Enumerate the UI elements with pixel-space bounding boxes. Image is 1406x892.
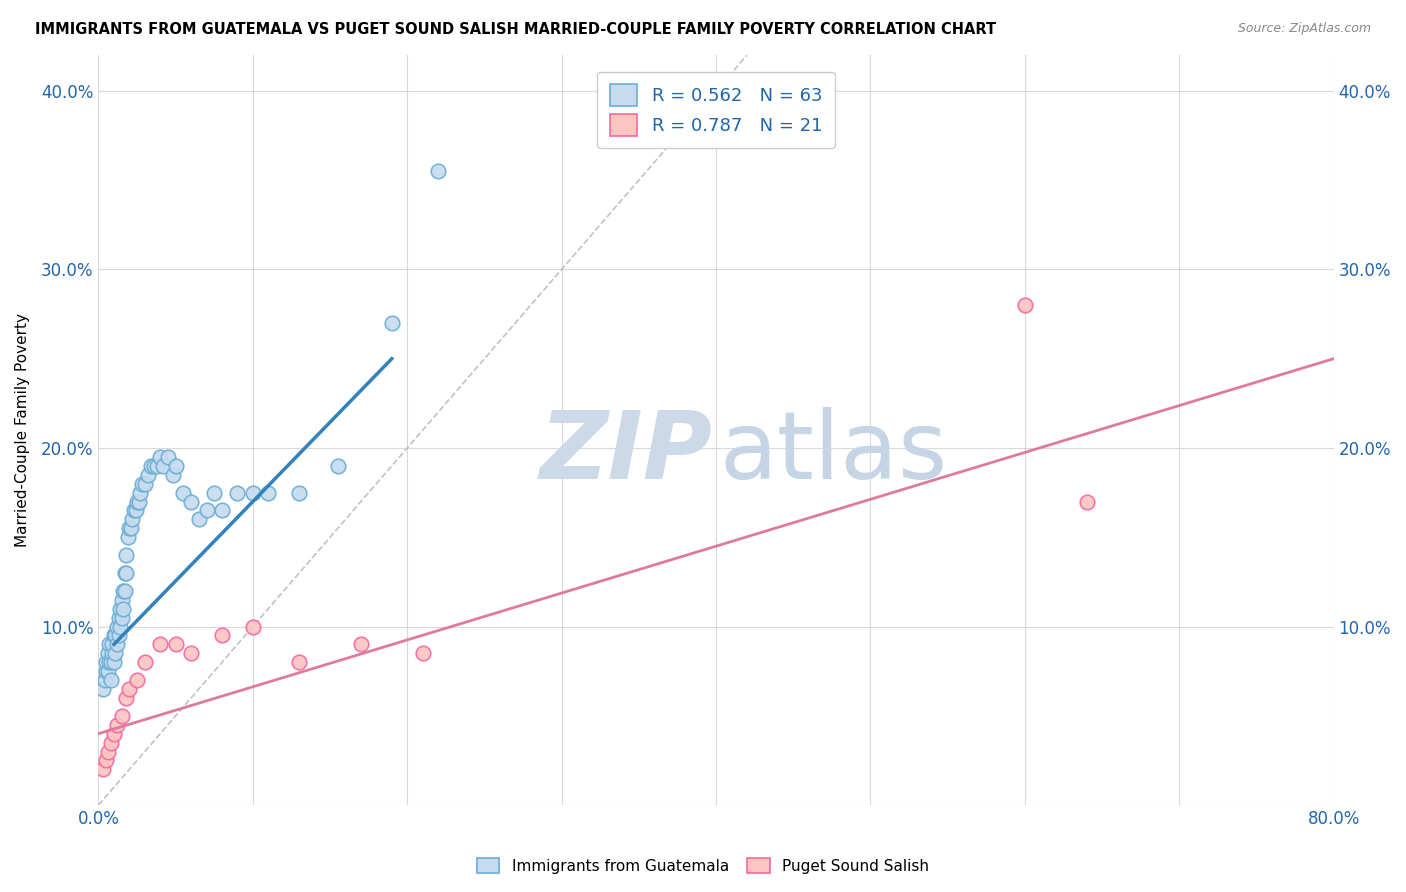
Point (112, 583, 135, 598)
Point (111, 610, 134, 624)
Point (136, 467, 159, 482)
Point (149, 450, 172, 464)
Point (122, 503, 145, 517)
Point (350, 637, 373, 651)
Point (115, 566, 138, 580)
Point (1014, 298, 1036, 312)
Point (381, 316, 404, 330)
Point (101, 637, 124, 651)
Point (180, 494, 202, 508)
Point (111, 708, 134, 723)
Point (98, 637, 121, 651)
Point (103, 726, 125, 740)
Point (108, 619, 131, 633)
Point (180, 646, 202, 660)
Point (100, 655, 122, 669)
Point (96, 754, 118, 768)
Point (143, 458, 166, 473)
Point (242, 485, 264, 500)
Point (156, 450, 179, 464)
Point (172, 485, 194, 500)
Point (165, 637, 187, 651)
Text: ZIP: ZIP (540, 407, 713, 499)
Point (100, 673, 122, 687)
Point (412, 646, 434, 660)
Point (103, 655, 125, 669)
Point (146, 458, 169, 473)
Point (103, 628, 125, 642)
Point (427, 164, 450, 178)
Point (107, 610, 129, 624)
Point (211, 503, 233, 517)
Point (112, 601, 135, 615)
Point (105, 619, 128, 633)
Point (226, 485, 249, 500)
Text: IMMIGRANTS FROM GUATEMALA VS PUGET SOUND SALISH MARRIED-COUPLE FAMILY POVERTY CO: IMMIGRANTS FROM GUATEMALA VS PUGET SOUND… (35, 22, 997, 37)
Point (202, 485, 225, 500)
Point (121, 512, 143, 526)
Point (139, 458, 162, 473)
Point (149, 637, 172, 651)
Point (115, 548, 138, 562)
Point (195, 503, 218, 517)
Point (125, 494, 148, 508)
Point (114, 583, 136, 598)
Point (107, 628, 129, 642)
Point (91, 763, 114, 777)
Point (114, 566, 136, 580)
Point (111, 592, 134, 607)
Point (129, 485, 152, 500)
Point (97, 745, 120, 759)
Point (91, 681, 114, 696)
Point (211, 628, 233, 642)
Point (152, 458, 174, 473)
Legend: R = 0.562   N = 63, R = 0.787   N = 21: R = 0.562 N = 63, R = 0.787 N = 21 (598, 71, 835, 148)
Point (96, 655, 118, 669)
Y-axis label: Married-Couple Family Poverty: Married-Couple Family Poverty (15, 313, 30, 547)
Point (104, 646, 127, 660)
Point (326, 458, 349, 473)
Legend: Immigrants from Guatemala, Puget Sound Salish: Immigrants from Guatemala, Puget Sound S… (471, 852, 935, 880)
Point (108, 601, 131, 615)
Point (134, 655, 156, 669)
Text: Source: ZipAtlas.com: Source: ZipAtlas.com (1237, 22, 1371, 36)
Point (165, 458, 187, 473)
Point (118, 681, 141, 696)
Point (162, 467, 184, 482)
Point (1076, 494, 1098, 508)
Point (98, 655, 121, 669)
Point (131, 476, 153, 491)
Point (105, 637, 128, 651)
Point (134, 476, 156, 491)
Point (96, 664, 118, 678)
Text: atlas: atlas (720, 407, 948, 499)
Point (257, 485, 280, 500)
Point (242, 619, 264, 633)
Point (124, 503, 146, 517)
Point (97, 664, 120, 678)
Point (118, 521, 141, 535)
Point (288, 655, 311, 669)
Point (117, 530, 139, 544)
Point (100, 735, 122, 749)
Point (125, 673, 148, 687)
Point (128, 494, 150, 508)
Point (101, 646, 124, 660)
Point (93, 673, 115, 687)
Point (104, 628, 127, 642)
Point (105, 717, 128, 731)
Point (115, 690, 138, 705)
Point (288, 485, 311, 500)
Point (120, 521, 142, 535)
Point (97, 646, 120, 660)
Point (187, 512, 209, 526)
